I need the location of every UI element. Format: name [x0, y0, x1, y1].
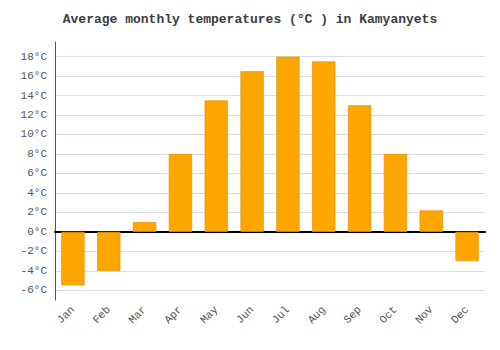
svg-text:Nov: Nov: [413, 303, 436, 326]
svg-text:-2°C: -2°C: [21, 245, 48, 257]
svg-text:Average monthly temperatures (: Average monthly temperatures (°C ) in Ka…: [63, 12, 438, 27]
svg-text:4°C: 4°C: [27, 187, 47, 199]
svg-text:0°C: 0°C: [27, 226, 47, 238]
svg-text:Mar: Mar: [126, 304, 148, 326]
svg-text:2°C: 2°C: [27, 206, 47, 218]
svg-text:Sep: Sep: [341, 304, 363, 326]
svg-text:14°C: 14°C: [21, 90, 48, 102]
svg-text:Oct: Oct: [377, 304, 399, 326]
svg-text:Aug: Aug: [306, 304, 328, 326]
svg-text:Jun: Jun: [234, 304, 256, 326]
svg-text:18°C: 18°C: [21, 51, 48, 63]
svg-text:May: May: [198, 303, 221, 326]
svg-text:Jul: Jul: [270, 304, 292, 326]
svg-text:-6°C: -6°C: [21, 284, 48, 296]
svg-text:8°C: 8°C: [27, 148, 47, 160]
svg-text:12°C: 12°C: [21, 109, 48, 121]
svg-text:Jan: Jan: [55, 304, 77, 326]
svg-text:16°C: 16°C: [21, 70, 48, 82]
svg-text:-4°C: -4°C: [21, 265, 48, 277]
svg-text:Feb: Feb: [91, 304, 113, 326]
svg-text:Apr: Apr: [162, 304, 184, 326]
svg-text:Dec: Dec: [449, 304, 471, 326]
svg-text:10°C: 10°C: [21, 128, 48, 140]
svg-text:6°C: 6°C: [27, 167, 47, 179]
